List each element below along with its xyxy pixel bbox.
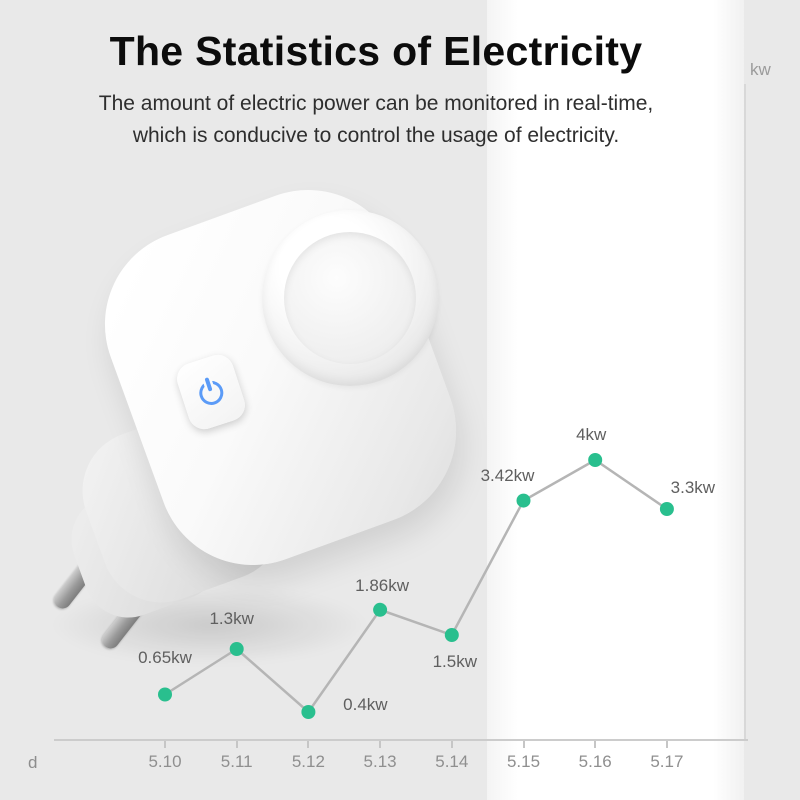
x-axis-tick xyxy=(164,741,166,748)
x-tick-label: 5.12 xyxy=(291,752,325,771)
background-pillar xyxy=(487,0,744,800)
subtitle-line-1: The amount of electric power can be moni… xyxy=(98,92,654,115)
data-point xyxy=(301,705,316,719)
smart-plug-image xyxy=(40,163,500,665)
x-tick-label: 5.13 xyxy=(363,752,397,771)
x-tick-label: 5.14 xyxy=(435,752,469,771)
point-value-label: 1.3kw xyxy=(209,609,254,628)
data-point xyxy=(659,502,674,516)
x-axis-unit-label: d xyxy=(28,753,38,772)
x-axis-tick xyxy=(522,741,525,748)
y-axis-unit-label: kw xyxy=(750,60,771,79)
x-axis-tick xyxy=(594,741,597,748)
x-axis-tick xyxy=(307,741,310,748)
data-point xyxy=(373,602,388,617)
point-value-label: 3.42kw xyxy=(480,465,535,485)
x-tick-label: 5.15 xyxy=(506,752,541,771)
point-value-label: 1.5kw xyxy=(432,652,478,671)
x-axis-tick xyxy=(665,741,668,748)
x-tick-label: 5.16 xyxy=(578,752,612,771)
point-value-label: 1.86kw xyxy=(355,575,410,595)
y-axis-line xyxy=(744,84,746,741)
x-tick-label: 5.11 xyxy=(220,752,253,771)
page-subtitle: The amount of electric power can be moni… xyxy=(0,88,752,151)
page-title: The Statistics of Electricity xyxy=(109,28,643,74)
data-point xyxy=(516,493,531,508)
x-axis-tick xyxy=(379,741,382,748)
x-tick-label: 5.10 xyxy=(148,752,182,771)
chart-line xyxy=(164,458,668,714)
x-tick-label: 5.17 xyxy=(650,752,684,771)
plug-socket-recess xyxy=(284,232,416,364)
subtitle-line-2: which is conducive to control the usage … xyxy=(132,123,620,147)
point-value-label: 0.65kw xyxy=(138,647,192,667)
data-point xyxy=(229,642,244,656)
data-point xyxy=(588,453,603,467)
data-point xyxy=(158,687,172,702)
point-value-label: 0.4kw xyxy=(343,695,388,714)
x-axis-tick xyxy=(235,741,238,748)
point-value-label: 4kw xyxy=(576,425,607,444)
data-point xyxy=(444,628,459,642)
x-axis-tick xyxy=(450,741,453,748)
point-value-label: 3.3kw xyxy=(670,478,716,497)
x-axis-line xyxy=(54,739,748,741)
